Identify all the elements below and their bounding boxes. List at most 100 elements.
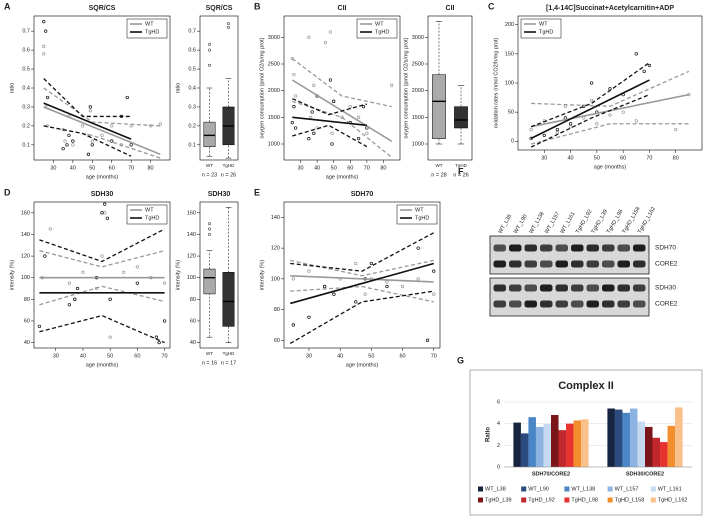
data-point <box>129 143 133 147</box>
data-point <box>86 152 91 156</box>
data-point <box>595 122 599 126</box>
band-label: CORE2 <box>655 301 678 308</box>
legend-swatch <box>650 497 656 503</box>
legend-label: WT <box>145 21 154 27</box>
bar <box>566 423 574 467</box>
y-tick-label: 0.5 <box>188 67 196 73</box>
data-point <box>332 99 336 103</box>
data-point <box>42 52 46 56</box>
data-point <box>340 115 344 119</box>
blot-band <box>571 284 584 292</box>
confidence-band <box>39 250 165 268</box>
x-tick-label: 80 <box>673 155 679 161</box>
bar <box>581 419 589 467</box>
y-tick-label: 0.1 <box>22 142 30 148</box>
data-point <box>328 30 333 34</box>
data-point <box>293 126 298 130</box>
y-axis-label: oxygen consumption (pmol O2/s/mg prot) <box>403 37 409 138</box>
chart-title: SQR/CS <box>206 5 233 12</box>
x-tick-label: 60 <box>620 155 626 161</box>
data-point <box>61 146 65 151</box>
x-tick-label: SDH30/CORE2 <box>626 471 664 477</box>
data-point <box>292 73 296 77</box>
data-point <box>291 323 296 327</box>
data-point <box>43 254 47 258</box>
confidence-band <box>530 123 689 145</box>
panel-label: G <box>457 355 464 365</box>
legend-label: WT <box>415 207 424 213</box>
confidence-band <box>43 78 132 118</box>
blot-band <box>617 244 630 252</box>
panel-label: E <box>254 187 260 197</box>
x-tick-label: 70 <box>431 353 437 359</box>
data-point <box>361 105 366 109</box>
panel-label: B <box>254 1 261 11</box>
y-tick-label: 1000 <box>268 141 280 147</box>
chart-title: SDH30 <box>91 191 114 198</box>
data-point <box>100 133 104 138</box>
data-point <box>312 131 316 135</box>
data-point <box>90 139 94 143</box>
x-axis-label: age (months) <box>346 362 379 368</box>
y-tick-label: 120 <box>271 246 280 252</box>
outlier <box>208 222 211 226</box>
y-tick-label: 0 <box>497 464 500 470</box>
x-tick-label: TgHD <box>223 351 236 356</box>
n-label: n = 23 <box>202 172 217 178</box>
bar <box>573 420 582 467</box>
data-point <box>103 202 107 206</box>
y-tick-label: 60 <box>24 318 30 324</box>
y-tick-label: 0.7 <box>188 29 196 35</box>
y-tick-label: 160 <box>21 210 30 216</box>
bar <box>652 437 661 467</box>
box <box>454 106 468 129</box>
y-tick-label: 0.1 <box>188 142 196 148</box>
x-tick-label: 30 <box>306 353 312 359</box>
blot-band <box>493 284 506 292</box>
legend-label: TgHD_L162 <box>658 497 688 503</box>
blot-band <box>571 244 584 252</box>
data-point <box>647 63 652 68</box>
y-tick-label: 1500 <box>412 115 424 121</box>
data-point <box>110 124 114 128</box>
data-point <box>162 281 167 285</box>
data-point <box>555 127 560 132</box>
data-point <box>634 119 638 123</box>
data-point <box>400 284 405 289</box>
blot-band <box>602 284 615 292</box>
chart-title: CII <box>338 5 347 12</box>
y-tick-label: 0.6 <box>22 48 30 54</box>
y-tick-label: 0.4 <box>22 85 30 91</box>
y-tick-label: 80 <box>190 297 196 303</box>
confidence-band <box>530 94 650 148</box>
data-point <box>323 41 328 45</box>
y-tick-label: 150 <box>505 51 514 57</box>
x-axis-label: age (months) <box>326 174 359 180</box>
legend-swatch <box>521 497 527 503</box>
data-point <box>363 292 367 296</box>
data-point <box>44 29 48 33</box>
n-label: n = 17 <box>221 360 236 366</box>
bar <box>520 433 529 467</box>
y-tick-label: 40 <box>190 340 196 346</box>
y-tick-label: 0.4 <box>188 85 196 91</box>
legend-label: WT <box>375 21 384 27</box>
y-tick-label: 50 <box>508 110 514 116</box>
legend-swatch <box>521 486 527 492</box>
x-tick-label: WT <box>436 163 443 168</box>
x-tick-label: 60 <box>399 353 405 359</box>
bar <box>607 408 615 467</box>
chart-title: SQR/CS <box>89 5 116 12</box>
data-point <box>307 137 311 141</box>
data-point <box>67 303 72 307</box>
bar <box>629 408 638 467</box>
legend-swatch <box>650 486 656 492</box>
x-tick-label: 40 <box>337 353 343 359</box>
blot-band <box>493 300 506 308</box>
panel-label: F <box>458 166 464 176</box>
plot-frame <box>283 15 401 161</box>
data-point <box>416 277 420 281</box>
x-tick-label: 70 <box>161 353 167 359</box>
y-tick-label: 40 <box>24 340 30 346</box>
x-tick-label: 40 <box>70 165 76 171</box>
